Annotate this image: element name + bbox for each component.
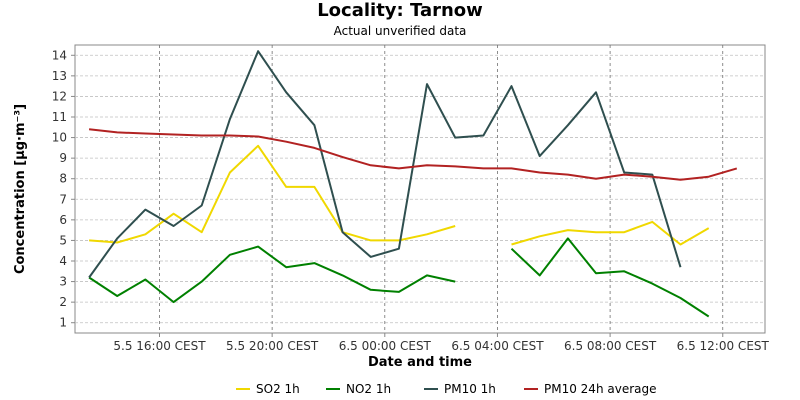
y-tick-label: 14: [52, 48, 67, 62]
y-tick-label: 13: [52, 69, 67, 83]
x-axis-ticks: 5.5 16:00 CEST 5.5 20:00 CEST 6.5 00:00 CE…: [113, 333, 770, 353]
y-tick-label: 11: [52, 110, 67, 124]
legend-label: PM10 24h average: [544, 382, 657, 396]
x-axis-label: Date and time: [368, 355, 472, 370]
y-tick-label: 2: [59, 295, 67, 309]
legend-label: SO2 1h: [256, 382, 300, 396]
y-tick-label: 5: [59, 233, 67, 247]
grid: [75, 45, 765, 333]
chart-title: Locality: Tarnow: [317, 0, 483, 21]
series-line-pm10-1h: [88, 50, 682, 279]
y-tick-label: 12: [52, 89, 67, 103]
y-tick-label: 3: [59, 275, 67, 289]
y-tick-label: 6: [59, 213, 67, 227]
chart-subtitle: Actual unverified data: [333, 24, 467, 38]
series-line-pm10-24h-average: [88, 128, 738, 181]
y-tick-label: 10: [52, 131, 67, 145]
y-axis-label: Concentration [µg·m⁻³]: [13, 104, 28, 274]
y-tick-label: 9: [59, 151, 67, 165]
series-line-no2-1h: [88, 237, 710, 318]
x-tick-label: 5.5 20:00 CEST: [226, 339, 319, 353]
x-tick-label: 6.5 08:00 CEST: [564, 339, 657, 353]
series-line-so2-1h: [89, 144, 710, 246]
x-tick-label: 6.5 04:00 CEST: [451, 339, 544, 353]
legend-label: NO2 1h: [346, 382, 391, 396]
y-tick-label: 1: [59, 316, 67, 330]
legend: SO2 1h NO2 1h PM10 1h PM10 24h average: [236, 382, 657, 396]
x-tick-label: 6.5 00:00 CEST: [339, 339, 432, 353]
y-tick-label: 4: [59, 254, 67, 268]
plot-area: [74, 44, 766, 334]
series-lines: [88, 50, 738, 318]
y-tick-label: 7: [59, 192, 67, 206]
y-tick-label: 8: [59, 172, 67, 186]
x-tick-label: 5.5 16:00 CEST: [113, 339, 206, 353]
legend-label: PM10 1h: [444, 382, 496, 396]
x-tick-label: 6.5 12:00 CEST: [677, 339, 770, 353]
